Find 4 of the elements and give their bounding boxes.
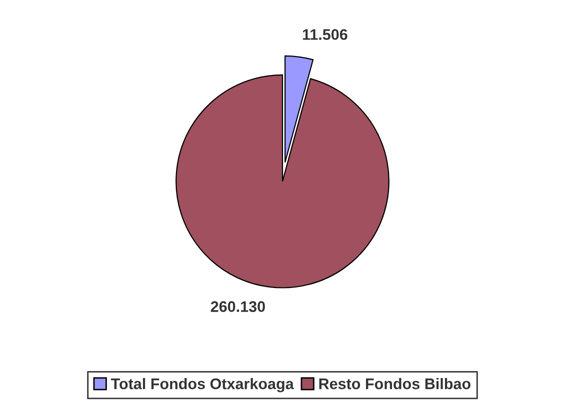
legend-label: Total Fondos Otxarkoaga <box>110 378 294 392</box>
data-label: 260.130 <box>210 301 265 312</box>
data-label: 11.506 <box>302 29 348 40</box>
legend-label: Resto Fondos Bilbao <box>319 378 470 390</box>
